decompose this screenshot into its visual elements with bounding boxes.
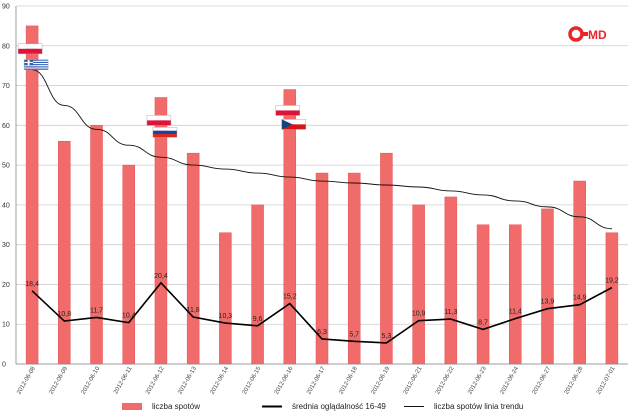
flag-stripe xyxy=(18,43,43,49)
viewership-line xyxy=(31,281,613,344)
legend-label: liczba spotów linia trendu xyxy=(434,402,523,411)
y-tick-label: 40 xyxy=(2,202,10,209)
line-series xyxy=(31,281,613,344)
flag-stripe xyxy=(281,124,306,130)
y-tick-label: 70 xyxy=(2,83,10,90)
flag-stripe xyxy=(18,48,43,54)
data-label: 5,3 xyxy=(382,333,392,340)
flag-stripe xyxy=(281,119,306,125)
bar xyxy=(219,232,232,365)
data-label: 11,7 xyxy=(90,307,103,314)
bar xyxy=(58,140,71,365)
flag-border xyxy=(275,105,300,116)
bar xyxy=(122,164,135,365)
data-label: 19,2 xyxy=(605,278,619,285)
bar xyxy=(25,25,39,365)
logo-dash-shape xyxy=(582,32,588,36)
flag-cross xyxy=(24,61,34,64)
omd-logo: MD xyxy=(568,26,607,42)
bar xyxy=(251,204,264,365)
data-label: 18,4 xyxy=(25,281,39,288)
data-labels: 18,4 10,8 11,7 10,4 20,4 11,8 10,3 9,6 15,2 6,3 5,… xyxy=(25,273,619,340)
y-tick-label: 50 xyxy=(2,163,10,170)
data-label: 11,3 xyxy=(444,309,457,316)
y-tick-label: 90 xyxy=(2,4,10,11)
flag-stripe xyxy=(24,63,49,65)
flag-stripe xyxy=(146,115,171,121)
flag-czech-republic xyxy=(281,119,306,130)
flag-stripe xyxy=(146,120,171,126)
data-label: 9,6 xyxy=(253,316,263,323)
flag-stripe xyxy=(24,60,49,62)
flag-russia xyxy=(152,127,178,138)
y-tick-label: 20 xyxy=(2,282,10,289)
data-label: 15,2 xyxy=(283,294,297,301)
logo-text: MD xyxy=(588,28,607,42)
data-label: 11,8 xyxy=(187,307,200,314)
flag-greece xyxy=(23,59,49,70)
flag-border xyxy=(152,127,178,138)
data-label: 13,9 xyxy=(541,299,555,306)
flag-border xyxy=(281,119,306,130)
y-tick-label: 60 xyxy=(2,123,10,130)
legend-label: średnia oglądalność 16-49 xyxy=(292,402,386,411)
flag-border xyxy=(23,59,49,70)
bar xyxy=(283,89,297,365)
flag-stripe xyxy=(24,66,49,68)
trend-series xyxy=(32,69,612,230)
flag-stripe xyxy=(152,130,177,135)
flag-poland xyxy=(275,105,300,116)
bar xyxy=(186,152,200,365)
flag-stripe xyxy=(275,110,300,116)
data-label: 5,7 xyxy=(349,331,359,338)
y-tick-label: 10 xyxy=(2,322,10,329)
flag-stripe xyxy=(24,67,49,69)
flag-stripe xyxy=(152,134,177,138)
flag-poland xyxy=(146,115,172,126)
y-tick-label: 80 xyxy=(2,43,10,50)
flag-stripe xyxy=(275,105,300,111)
bar-series xyxy=(25,25,619,365)
y-tick-label: 30 xyxy=(2,242,10,249)
flag-triangle xyxy=(281,119,293,130)
data-label: 10,3 xyxy=(219,313,233,320)
flag-stripe xyxy=(24,64,49,66)
bar xyxy=(509,224,522,365)
flag-stripe xyxy=(24,68,49,70)
bar xyxy=(573,180,586,365)
trend-line xyxy=(32,69,612,230)
y-tick-label: 0 xyxy=(2,362,6,369)
flag-border xyxy=(146,115,172,126)
flag-stripe xyxy=(24,59,49,61)
data-label: 11,4 xyxy=(509,309,522,316)
data-label: 8,7 xyxy=(478,319,488,326)
data-label: 10,4 xyxy=(122,313,136,320)
data-label: 6,3 xyxy=(317,329,327,336)
flag-border xyxy=(17,43,43,54)
bar xyxy=(444,196,458,365)
flag-markers xyxy=(17,43,306,138)
bar xyxy=(541,208,554,365)
flag-poland xyxy=(17,43,43,54)
bar xyxy=(605,232,619,365)
data-label: 20,4 xyxy=(154,273,168,280)
legend-label: liczba spotów xyxy=(152,402,200,411)
flag-stripe xyxy=(24,61,49,64)
bar xyxy=(476,224,490,365)
data-label: 10,9 xyxy=(412,311,426,318)
legend: liczba spotów średnia oglądalność 16-49 li… xyxy=(122,402,523,411)
flag-stripe xyxy=(24,65,49,67)
bar xyxy=(90,125,103,365)
flag-stripe xyxy=(152,127,177,131)
legend-swatch-bar xyxy=(122,403,142,410)
data-label: 14,9 xyxy=(573,295,587,302)
bar xyxy=(412,204,425,365)
data-label: 10,8 xyxy=(58,311,72,318)
